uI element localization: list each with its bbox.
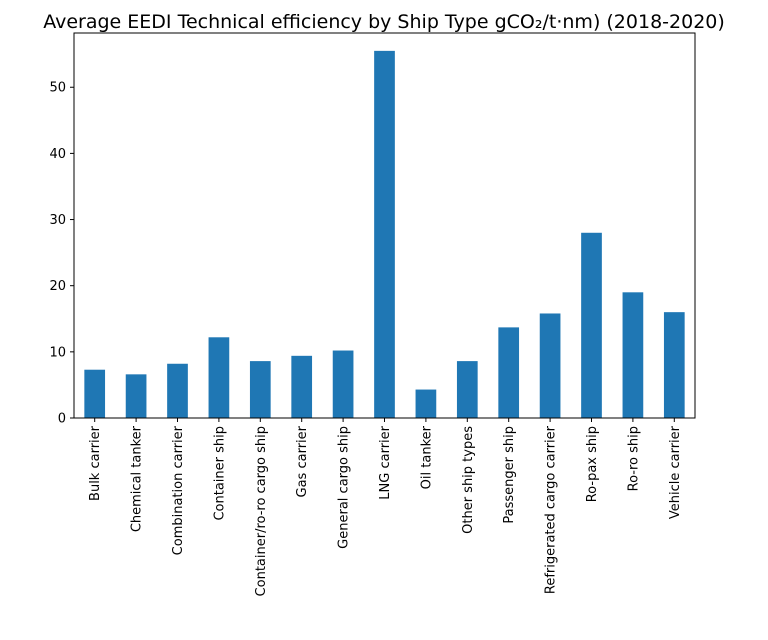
bar-refrigerated-cargo-carrier — [539, 313, 561, 418]
bar-ro-pax-ship — [581, 232, 602, 418]
x-tick-label: Refrigerated cargo carrier — [544, 425, 559, 594]
y-axis: 0 10 20 30 40 50 — [49, 81, 74, 427]
x-tick-label: Vehicle carrier — [668, 425, 683, 519]
bar-other-ship-types — [456, 361, 478, 418]
x-tick-label: Gas carrier — [295, 425, 310, 497]
bar-general-cargo-ship — [332, 350, 354, 418]
x-tick-label: Passenger ship — [502, 426, 517, 524]
bar-lng-carrier — [374, 50, 395, 418]
bars-group — [84, 50, 685, 418]
x-tick-label: Bulk carrier — [88, 425, 103, 501]
x-tick-label: Container/ro-ro cargo ship — [254, 426, 269, 596]
x-tick-label: Chemical tanker — [130, 425, 145, 532]
x-tick-label: General cargo ship — [337, 426, 352, 549]
y-tick-label: 30 — [49, 213, 66, 228]
y-tick-label: 50 — [49, 81, 66, 96]
y-tick-label: 40 — [49, 147, 66, 162]
x-tick-label: Combination carrier — [171, 425, 186, 555]
bar-container-ship — [208, 337, 230, 418]
bar-chemical-tanker — [125, 374, 147, 418]
chart-title: Average EEDI Technical efficiency by Shi… — [43, 11, 725, 33]
plot-frame — [73, 32, 696, 419]
bar-bulk-carrier — [84, 369, 106, 418]
bar-ro-ro-ship — [622, 292, 644, 418]
x-tick-label: LNG carrier — [378, 425, 393, 499]
bar-gas-carrier — [291, 355, 313, 418]
bar-container-ro-ro-cargo-ship — [249, 361, 271, 418]
x-tick-label: Other ship types — [461, 426, 476, 534]
bar-oil-tanker — [415, 389, 437, 418]
x-axis: Bulk carrier Chemical tanker Combination c… — [88, 418, 683, 596]
bar-passenger-ship — [498, 327, 520, 418]
bar-vehicle-carrier — [663, 312, 685, 418]
x-tick-label: Container ship — [212, 426, 227, 521]
y-tick-label: 10 — [49, 345, 66, 360]
bar-combination-carrier — [167, 363, 188, 418]
x-tick-label: Oil tanker — [419, 425, 434, 489]
x-tick-label: Ro-ro ship — [626, 426, 641, 491]
y-tick-label: 0 — [58, 412, 66, 427]
x-tick-label: Ro-pax ship — [585, 426, 600, 502]
y-tick-label: 20 — [49, 279, 66, 294]
